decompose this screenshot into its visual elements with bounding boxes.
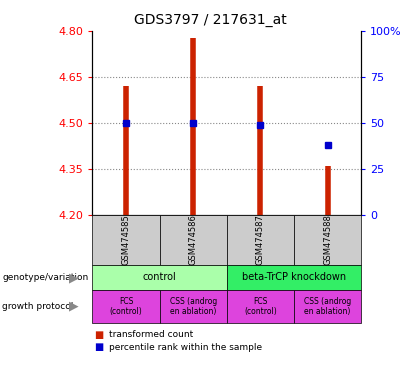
Text: GSM474588: GSM474588 <box>323 215 332 265</box>
Text: FCS
(control): FCS (control) <box>110 296 142 316</box>
Text: genotype/variation: genotype/variation <box>2 273 88 282</box>
Text: FCS
(control): FCS (control) <box>244 296 277 316</box>
Text: GSM474585: GSM474585 <box>121 215 131 265</box>
Text: control: control <box>143 272 176 283</box>
Text: beta-TrCP knockdown: beta-TrCP knockdown <box>242 272 346 283</box>
Text: percentile rank within the sample: percentile rank within the sample <box>109 343 262 352</box>
Text: GDS3797 / 217631_at: GDS3797 / 217631_at <box>134 13 286 27</box>
Text: ▶: ▶ <box>69 271 78 284</box>
Text: CSS (androg
en ablation): CSS (androg en ablation) <box>304 296 351 316</box>
Text: ■: ■ <box>94 342 104 352</box>
Text: transformed count: transformed count <box>109 330 194 339</box>
Text: ■: ■ <box>94 330 104 340</box>
Text: ▶: ▶ <box>69 300 78 313</box>
Text: GSM474586: GSM474586 <box>189 215 198 265</box>
Text: CSS (androg
en ablation): CSS (androg en ablation) <box>170 296 217 316</box>
Text: GSM474587: GSM474587 <box>256 215 265 265</box>
Text: growth protocol: growth protocol <box>2 302 73 311</box>
